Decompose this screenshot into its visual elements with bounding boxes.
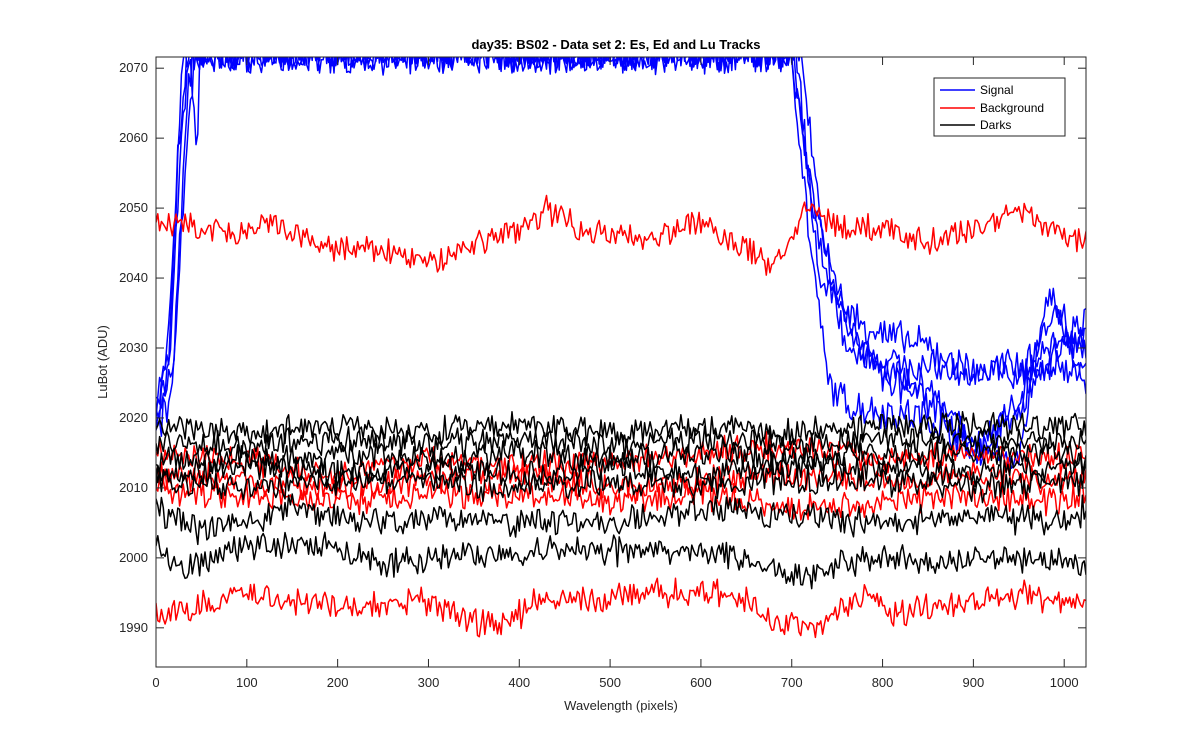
- x-tick-label-500: 500: [599, 675, 621, 690]
- series-layer: [156, 57, 1086, 639]
- y-tick-label-2030: 2030: [119, 340, 148, 355]
- y-tick-label-2000: 2000: [119, 550, 148, 565]
- x-tick-label-0: 0: [152, 675, 159, 690]
- y-tick-label-2040: 2040: [119, 270, 148, 285]
- y-axis: 1990 2000 2010 2020 2030 2040 2050 2060 2070: [119, 60, 1086, 635]
- x-tick-label-300: 300: [418, 675, 440, 690]
- x-tick-label-800: 800: [872, 675, 894, 690]
- legend: Signal Background Darks: [933, 77, 1066, 137]
- legend-label-darks: Darks: [980, 118, 1011, 132]
- y-tick-label-2070: 2070: [119, 60, 148, 75]
- legend-label-signal: Signal: [980, 83, 1013, 97]
- y-tick-label-2010: 2010: [119, 480, 148, 495]
- x-tick-label-900: 900: [963, 675, 985, 690]
- x-tick-label-400: 400: [508, 675, 530, 690]
- series-line-darks-16: [156, 531, 1086, 590]
- x-axis: 0 100 200 300 400 500 600 700 800 900 1000: [152, 57, 1079, 690]
- series-line-darks-13: [156, 450, 1086, 490]
- series-line-darks-14: [156, 464, 1086, 504]
- y-tick-label-2060: 2060: [119, 130, 148, 145]
- y-tick-label-2050: 2050: [119, 200, 148, 215]
- series-line-background-9: [156, 577, 1086, 639]
- x-tick-label-600: 600: [690, 675, 712, 690]
- legend-label-background: Background: [980, 101, 1044, 115]
- chart-title: day35: BS02 - Data set 2: Es, Ed and Lu …: [471, 37, 760, 52]
- legend-box: [933, 77, 1066, 137]
- x-axis-label: Wavelength (pixels): [564, 698, 678, 713]
- y-tick-label-2020: 2020: [119, 410, 148, 425]
- series-line-background-5: [156, 194, 1086, 276]
- series-line-background-8: [156, 477, 1086, 521]
- series-line-darks-15: [156, 493, 1086, 546]
- x-tick-label-700: 700: [781, 675, 803, 690]
- series-line-signal-2: [156, 57, 1086, 420]
- series-line-signal-4: [156, 57, 1086, 465]
- axes-box: [155, 56, 1087, 668]
- series-line-signal-3: [156, 57, 1086, 469]
- y-tick-label-1990: 1990: [119, 620, 148, 635]
- y-axis-label: LuBot (ADU): [95, 325, 110, 399]
- series-line-darks-11: [156, 422, 1086, 463]
- series-line-signal-1: [156, 57, 1086, 419]
- series-line-darks-10: [156, 410, 1086, 448]
- series-line-darks-12: [156, 437, 1086, 475]
- x-tick-label-200: 200: [327, 675, 349, 690]
- x-tick-label-100: 100: [236, 675, 258, 690]
- x-tick-label-1000: 1000: [1050, 675, 1079, 690]
